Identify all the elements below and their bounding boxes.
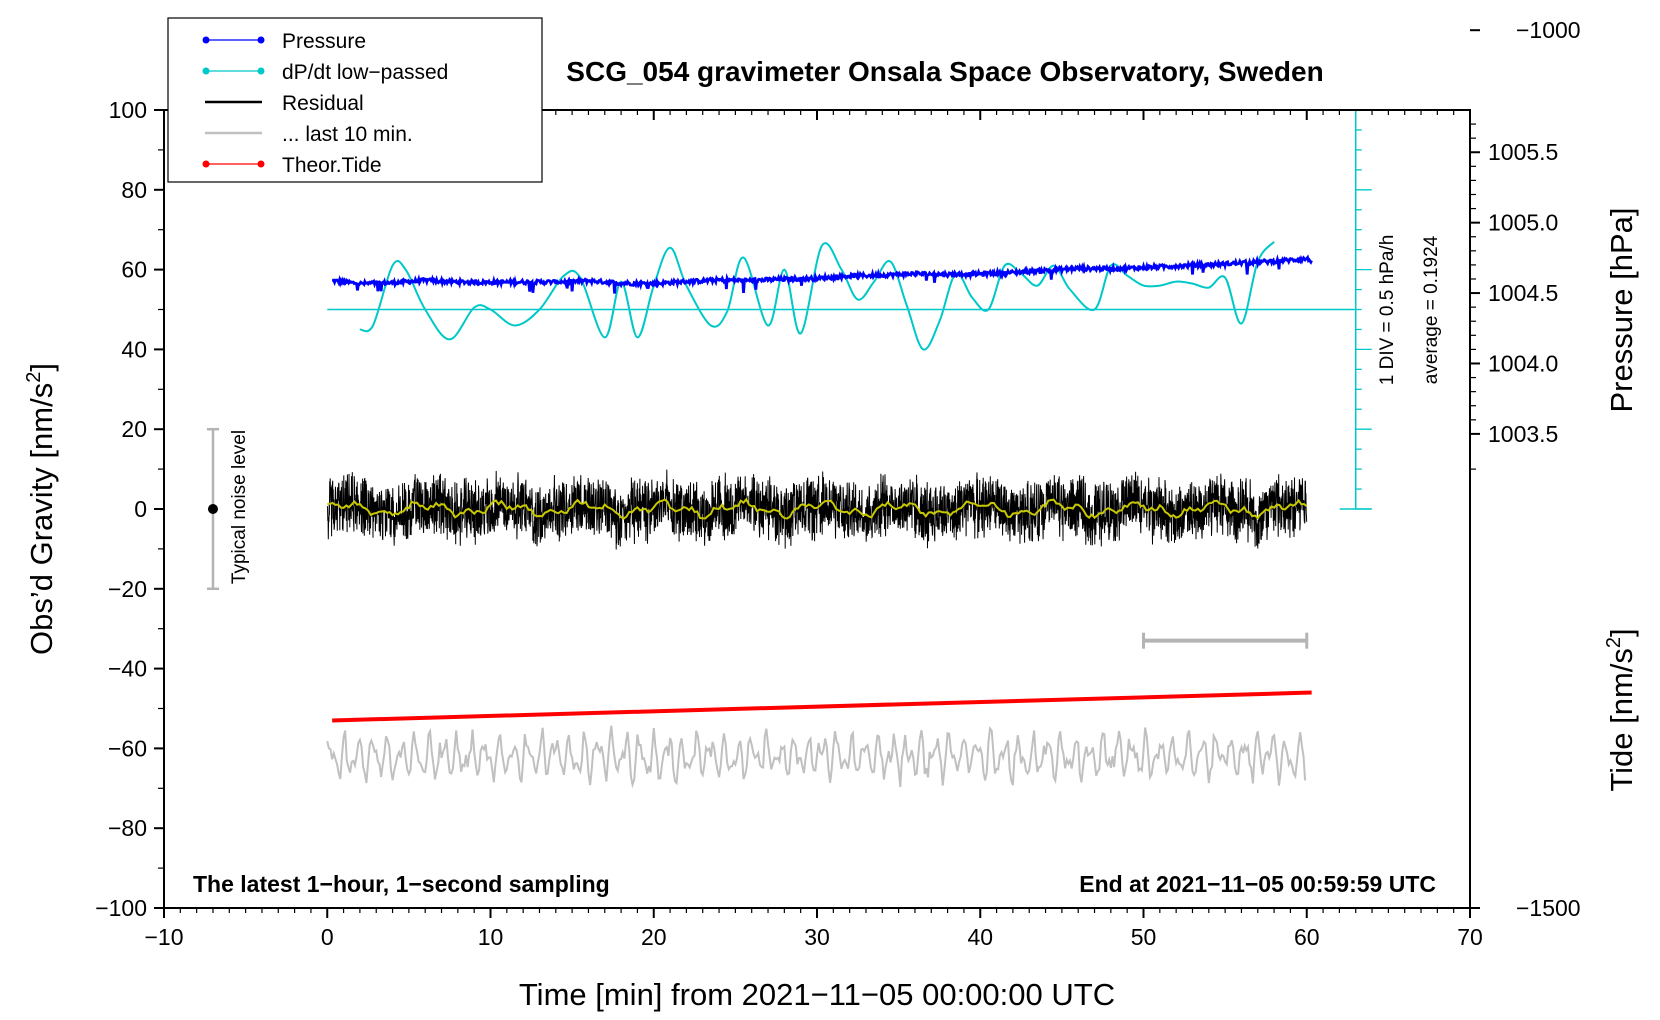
legend-marker-right-4	[257, 160, 265, 168]
y-tick-label-3: −40	[108, 656, 147, 682]
pressure-tick-label-1: 1004.0	[1488, 350, 1558, 376]
legend-label-3: ... last 10 min.	[282, 123, 413, 146]
y-tick-label-7: 40	[121, 336, 147, 362]
legend-marker-left-4	[202, 160, 210, 168]
end-time-note: End at 2021−11−05 00:59:59 UTC	[1079, 871, 1436, 897]
x-tick-label-4: 30	[804, 924, 830, 950]
y-tick-label-5: 0	[134, 496, 147, 522]
legend-label-2: Residual	[282, 92, 364, 115]
y-axis-label-gravity: Obs’d Gravity [nm/s2]	[23, 363, 59, 655]
y-axis-label-pressure: Pressure [hPa]	[1604, 207, 1639, 412]
x-tick-label-8: 70	[1457, 924, 1483, 950]
average-label: average = 0.1924	[1421, 235, 1442, 384]
x-tick-label-3: 20	[641, 924, 667, 950]
legend-label-1: dP/dt low−passed	[282, 61, 448, 84]
pressure-tick-label-2: 1004.5	[1488, 280, 1558, 306]
pressure-line	[331, 254, 1313, 294]
y-tick-label-10: 100	[109, 97, 147, 123]
legend: Pressure dP/dt low−passed Residual ... last…	[167, 17, 543, 183]
x-tick-label-7: 60	[1294, 924, 1320, 950]
last-10-min-series	[326, 725, 1307, 789]
legend-marker-right-0	[257, 36, 265, 44]
y-axis-label-tide: Tide [nm/s2]	[1603, 628, 1639, 791]
dpdt-line	[359, 240, 1275, 351]
y-tick-label-0: −100	[95, 895, 147, 921]
y-tick-label-9: 80	[121, 177, 147, 203]
tide-tick-label-1: −1000	[1516, 17, 1581, 43]
residual-series	[326, 469, 1308, 550]
x-axis-label: Time [min] from 2021−11−05 00:00:00 UTC	[519, 977, 1115, 1012]
legend-box	[167, 17, 543, 183]
legend-marker-right-1	[257, 67, 265, 75]
y-tick-label-4: −20	[108, 576, 147, 602]
y-axis-label-gravity-text: Obs’d Gravity [nm/s	[24, 383, 59, 655]
pressure-tick-label-4: 1005.5	[1488, 139, 1558, 165]
div-scale-label: 1 DIV = 0.5 hPa/h	[1377, 235, 1398, 386]
pressure-tick-label-0: 1003.5	[1488, 421, 1558, 447]
noise-level-label: Typical noise level	[229, 430, 250, 584]
tide-axis-ticks: −1500−1000−50005001000	[1470, 17, 1581, 921]
pressure-axis-ticks: 1003.5 1004.0 1004.5 1005.0 1005.5	[1469, 110, 1558, 447]
legend-label-0: Pressure	[282, 30, 366, 53]
residual-smoothed-line	[327, 497, 1308, 520]
legend-label-4: Theor.Tide	[282, 154, 382, 177]
y-tick-label-2: −60	[108, 735, 147, 761]
legend-marker-left-0	[202, 36, 210, 44]
pressure-series	[331, 254, 1313, 294]
y-axis-label-tide-text: Tide [nm/s	[1604, 648, 1639, 792]
x-tick-label-1: 0	[321, 924, 334, 950]
y-tick-label-6: 20	[121, 416, 147, 442]
legend-items: Pressure dP/dt low−passed Residual ... last…	[202, 30, 448, 177]
x-tick-label-0: −10	[144, 924, 183, 950]
chart-title: SCG_054 gravimeter Onsala Space Observat…	[566, 56, 1323, 87]
y-axis-ticks: −100 −80 −60 −40 −20 0 20 40 60 80 100	[95, 97, 164, 921]
tide-tick-label-0: −1500	[1516, 895, 1581, 921]
y-axis-label-gravity-close: ]	[24, 363, 59, 372]
tide-series	[332, 690, 1312, 723]
pressure-tick-label-3: 1005.0	[1488, 210, 1558, 236]
x-tick-label-6: 50	[1131, 924, 1157, 950]
y-axis-label-tide-close: ]	[1604, 628, 1639, 637]
x-axis-ticks: −10 0 10 20 30 40 50 60 70	[144, 110, 1483, 950]
dpdt-series	[327, 240, 1356, 351]
legend-marker-left-1	[202, 67, 210, 75]
x-tick-label-2: 10	[478, 924, 504, 950]
y-axis-label-gravity-sup: 2	[23, 372, 45, 383]
y-axis-label-tide-sup: 2	[1603, 637, 1625, 648]
annotation-marks	[206, 109, 1372, 649]
sampling-note: The latest 1−hour, 1−second sampling	[193, 871, 610, 897]
tide-line	[332, 690, 1312, 723]
y-tick-label-8: 60	[121, 257, 147, 283]
noise-bar-center-dot	[207, 504, 218, 514]
x-tick-label-5: 40	[967, 924, 993, 950]
last-10-min-line	[326, 725, 1307, 789]
y-tick-label-1: −80	[108, 815, 147, 841]
